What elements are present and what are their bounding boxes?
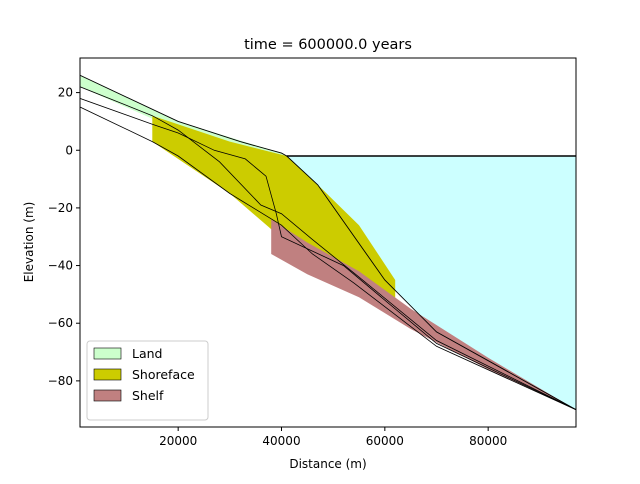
x-tick-label: 40000 [262, 434, 300, 448]
layer-shoreface [152, 115, 396, 301]
y-tick-label: 20 [58, 86, 73, 100]
y-tick-label: −40 [48, 259, 73, 273]
x-tick-label: 60000 [366, 434, 404, 448]
layer-shelf [271, 219, 576, 410]
legend-swatch-shoreface [93, 368, 122, 381]
legend-label-land: Land [132, 346, 162, 361]
y-tick-label: −60 [48, 316, 73, 330]
axes-frame [79, 57, 577, 428]
legend-swatch-land [93, 347, 122, 360]
y-axis: 20 0 −20 −40 −60 −80 [48, 86, 80, 388]
legend: Land Shoreface Shelf [86, 340, 209, 421]
horizon-line-2 [80, 98, 576, 411]
y-tick-label: −80 [48, 374, 73, 388]
x-axis-label: Distance (m) [289, 457, 366, 471]
y-axis-label: Elevation (m) [22, 202, 36, 283]
surface-line [80, 74, 576, 411]
legend-label-shelf: Shelf [132, 388, 164, 403]
x-tick-label: 20000 [159, 434, 197, 448]
legend-swatch-shelf [93, 389, 122, 402]
horizon-line-3 [80, 106, 576, 411]
legend-label-shoreface: Shoreface [132, 367, 195, 382]
y-tick-label: 0 [65, 143, 73, 157]
x-tick-label: 80000 [469, 434, 507, 448]
x-axis: 20000 40000 60000 80000 [159, 427, 507, 448]
horizon-line-1 [80, 86, 576, 411]
water-body [286, 156, 576, 410]
layer-land [80, 75, 287, 214]
y-tick-label: −20 [48, 201, 73, 215]
chart-title: time = 600000.0 years [244, 37, 412, 53]
plot-area [80, 74, 576, 411]
